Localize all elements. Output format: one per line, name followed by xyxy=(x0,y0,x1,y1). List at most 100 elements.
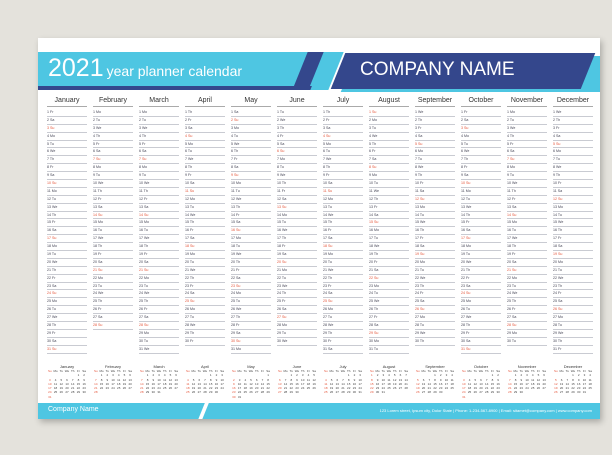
day-row: 1 We xyxy=(553,109,593,117)
day-row: 4 Su xyxy=(185,133,225,141)
weekday-header: We xyxy=(570,369,576,373)
month-name: April xyxy=(185,97,225,107)
month-name: October xyxy=(461,97,501,107)
mini-day: 25 xyxy=(306,386,311,391)
day-row: 6 Sa xyxy=(93,148,133,157)
day-row: 4 Fr xyxy=(277,133,317,141)
mini-grid: Su Mo Tu We Th Fr Sa 1 2 3 4 5 6 7 8 9 10 11 12 13 14 15 16 17 1… xyxy=(461,369,501,399)
day-row: 7 Tu xyxy=(553,156,593,165)
day-row: 10 We xyxy=(507,180,547,188)
day-row: 28 Su xyxy=(507,322,547,330)
weekday-header: Su xyxy=(140,369,144,373)
month-name: January xyxy=(47,97,87,107)
day-row: 11 Mo xyxy=(47,188,87,196)
mini-day: 30 xyxy=(375,390,380,395)
weekday-header: We xyxy=(202,369,208,373)
day-row: 19 Tu xyxy=(461,251,501,259)
mini-day: 22 xyxy=(266,386,270,391)
day-row: 1 Tu xyxy=(277,109,317,117)
day-row: 13 Tu xyxy=(185,204,225,212)
mini-day: 4 xyxy=(388,373,390,378)
day-row: 25 Fr xyxy=(277,298,317,307)
mini-day: 1 xyxy=(491,373,494,378)
mini-day: 23 xyxy=(375,386,380,391)
mini-day: 2 xyxy=(376,373,379,378)
day-row: 6 Su xyxy=(277,148,317,157)
mini-day: 1 xyxy=(290,373,293,378)
mini-day: 14 xyxy=(427,381,431,386)
mini-day: 13 xyxy=(421,381,426,386)
day-row: 23 Mo xyxy=(369,283,409,291)
day-row: 9 Tu xyxy=(507,172,547,181)
day-row: 24 Fr xyxy=(415,290,455,299)
weekday-header: Th xyxy=(70,369,75,373)
mini-day: 3 xyxy=(526,373,528,378)
day-row: 21 Sa xyxy=(369,267,409,275)
day-row: 8 We xyxy=(415,164,455,173)
mini-day: 12 xyxy=(249,381,253,386)
mini-day: 19 xyxy=(312,381,316,386)
mini-day: 1 xyxy=(347,373,350,378)
weekday-header: Sa xyxy=(588,369,592,373)
day-row: 16 Sa xyxy=(461,227,501,236)
mini-day: 24 xyxy=(444,386,449,391)
weekday-header: Tu xyxy=(335,369,339,373)
weekday-header: Th xyxy=(576,369,581,373)
day-row: 26 Fr xyxy=(507,306,547,315)
mini-calendar: June Su Mo Tu We Th Fr Sa 1 2 3 4 5 6 7 8 9 10 11 12 13 14 15 1… xyxy=(274,364,320,399)
day-row: 29 Tu xyxy=(277,330,317,338)
day-row: 8 Fr xyxy=(461,164,501,173)
mini-day: 21 xyxy=(94,386,98,391)
day-row: 17 Mo xyxy=(231,235,271,244)
mini-calendar: March Su Mo Tu We Th Fr Sa 1 2 3 4 5 6 7 8 9 10 11 12 13 14 15… xyxy=(136,364,182,399)
day-row: 7 Th xyxy=(47,156,87,165)
day-row: 1 We xyxy=(415,109,455,117)
mini-day: 23 xyxy=(82,386,86,391)
day-row: 18 Sa xyxy=(553,243,593,252)
mini-day: 20 xyxy=(174,381,178,386)
mini-day: 4 xyxy=(531,373,534,378)
mini-day: 9 xyxy=(577,377,580,382)
weekday-header: Th xyxy=(254,369,259,373)
weekday-header: Sa xyxy=(266,369,270,373)
weekday-header: Fr xyxy=(399,369,402,373)
mini-day: 19 xyxy=(536,381,541,386)
day-row: 5 Fr xyxy=(139,141,179,149)
mini-day: 14 xyxy=(404,377,408,382)
mini-day: 26 xyxy=(416,390,420,395)
day-row: 20 Tu xyxy=(185,259,225,267)
day-row: 16 Tu xyxy=(93,227,133,236)
mini-day: 21 xyxy=(404,381,408,386)
mini-day: 26 xyxy=(329,390,334,395)
day-row: 18 Th xyxy=(93,243,133,252)
mini-day: 16 xyxy=(439,381,443,386)
day-row: 10 We xyxy=(139,180,179,188)
mini-day: 25 xyxy=(324,390,328,395)
day-row: 3 Su xyxy=(461,125,501,133)
day-row: 25 Th xyxy=(139,298,179,307)
day-row: 30 Th xyxy=(553,338,593,346)
day-row: 16 Sa xyxy=(47,227,87,236)
mini-day: 30 xyxy=(232,394,236,399)
day-row: 12 Tu xyxy=(461,196,501,204)
mini-day: 22 xyxy=(490,386,495,391)
day-row: 4 Th xyxy=(507,133,547,141)
mini-day: 31 xyxy=(381,390,385,395)
mini-day: 14 xyxy=(485,381,489,386)
day-row: 26 Tu xyxy=(47,306,87,315)
day-row: 11 Su xyxy=(185,188,225,196)
mini-day: 7 xyxy=(204,377,206,382)
day-row: 5 Fr xyxy=(93,141,133,149)
weekday-header: Mo xyxy=(467,369,472,373)
mini-day: 24 xyxy=(381,386,385,391)
day-row: 11 Th xyxy=(139,188,179,196)
weekday-header: Sa xyxy=(82,369,86,373)
day-row: 27 We xyxy=(461,314,501,323)
day-row: 12 Fr xyxy=(507,196,547,204)
mini-day: 5 xyxy=(417,377,419,382)
mini-day: 13 xyxy=(174,377,178,382)
day-row: 6 Sa xyxy=(139,148,179,157)
mini-day: 18 xyxy=(53,386,58,391)
mini-day: 27 xyxy=(421,390,426,395)
day-row: 2 Tu xyxy=(93,117,133,125)
